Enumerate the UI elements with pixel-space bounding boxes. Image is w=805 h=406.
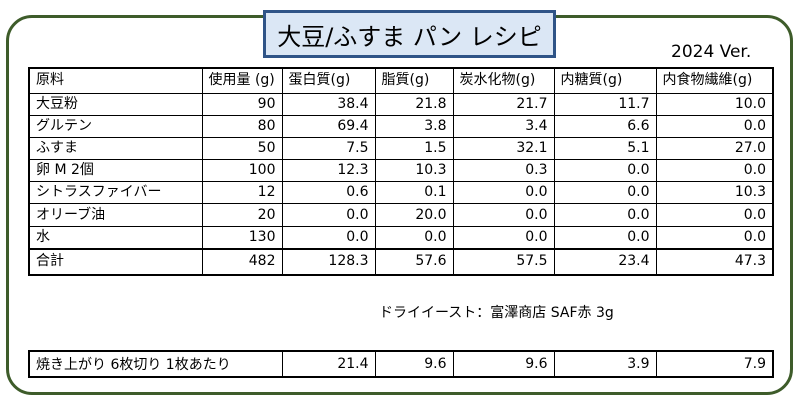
table-cell: 6.6 — [553, 114, 657, 138]
column-header: 内糖質(g) — [553, 67, 657, 94]
table-row: オリーブ油 20 0.0 20.0 0.0 0.0 0.0 — [28, 203, 774, 227]
table-cell: 7.5 — [281, 136, 376, 161]
table-cell: 11.7 — [553, 92, 657, 116]
table-cell: 0.0 — [553, 225, 657, 250]
total-cell: 23.4 — [553, 247, 657, 276]
table-header-row: 原料 使用量 (g) 蛋白質(g) 脂質(g) 炭水化物(g) 内糖質(g) 内… — [28, 67, 774, 94]
table-cell: 10.3 — [655, 181, 774, 205]
table-cell: 80 — [201, 114, 283, 138]
table-row: 水 130 0.0 0.0 0.0 0.0 0.0 — [28, 225, 774, 250]
total-row: 合計 482 128.3 57.6 57.5 23.4 47.3 — [28, 247, 774, 276]
table-cell: 0.0 — [553, 203, 657, 227]
table-row: シトラスファイバー 12 0.6 0.1 0.0 0.0 10.3 — [28, 181, 774, 205]
per-slice-cell: 21.4 — [281, 350, 376, 378]
table-cell: 0.1 — [374, 181, 454, 205]
table-cell: 10.0 — [655, 92, 774, 116]
total-cell: 47.3 — [655, 247, 774, 276]
table-cell: 0.0 — [655, 114, 774, 138]
column-header: 使用量 (g) — [201, 67, 283, 94]
table-cell: 21.8 — [374, 92, 454, 116]
table-cell: 69.4 — [281, 114, 376, 138]
table-row: 卵 M 2個 100 12.3 10.3 0.3 0.0 0.0 — [28, 159, 774, 183]
per-slice-cell: 3.9 — [553, 350, 657, 378]
per-slice-cell: 9.6 — [452, 350, 555, 378]
table-cell: 130 — [201, 225, 283, 250]
ingredient-name: オリーブ油 — [28, 203, 203, 227]
column-header: 内食物繊維(g) — [655, 67, 774, 94]
table-row: グルテン 80 69.4 3.8 3.4 6.6 0.0 — [28, 114, 774, 138]
table-cell: 10.3 — [374, 159, 454, 183]
page-title: 大豆/ふすま パン レシピ — [263, 10, 556, 58]
table-cell: 12 — [201, 181, 283, 205]
table-cell: 12.3 — [281, 159, 376, 183]
ingredient-name: ふすま — [28, 136, 203, 161]
table-cell: 0.0 — [553, 181, 657, 205]
table-cell: 0.0 — [655, 225, 774, 250]
per-slice-label: 焼き上がり 6枚切り 1枚あたり — [28, 350, 283, 378]
table-cell: 0.6 — [281, 181, 376, 205]
table-cell: 0.0 — [281, 225, 376, 250]
column-header: 炭水化物(g) — [452, 67, 555, 94]
table-cell: 32.1 — [452, 136, 555, 161]
total-label: 合計 — [28, 247, 203, 276]
table-cell: 1.5 — [374, 136, 454, 161]
table-cell: 20.0 — [374, 203, 454, 227]
total-cell: 57.5 — [452, 247, 555, 276]
column-header: 原料 — [28, 67, 203, 94]
table-cell: 0.0 — [281, 203, 376, 227]
nutrition-table: 原料 使用量 (g) 蛋白質(g) 脂質(g) 炭水化物(g) 内糖質(g) 内… — [28, 67, 774, 276]
table-cell: 3.4 — [452, 114, 555, 138]
per-slice-cell: 9.6 — [374, 350, 454, 378]
ingredient-name: 水 — [28, 225, 203, 250]
table-cell: 0.3 — [452, 159, 555, 183]
table-row: 大豆粉 90 38.4 21.8 21.7 11.7 10.0 — [28, 92, 774, 116]
table-cell: 0.0 — [452, 225, 555, 250]
per-slice-cell: 7.9 — [655, 350, 774, 378]
column-header: 蛋白質(g) — [281, 67, 376, 94]
total-cell: 57.6 — [374, 247, 454, 276]
table-row: ふすま 50 7.5 1.5 32.1 5.1 27.0 — [28, 136, 774, 161]
ingredient-name: 大豆粉 — [28, 92, 203, 116]
yeast-note: ドライイースト：富澤商店 SAF赤 3g — [379, 305, 614, 321]
ingredient-name: シトラスファイバー — [28, 181, 203, 205]
table-cell: 50 — [201, 136, 283, 161]
per-slice-table: 焼き上がり 6枚切り 1枚あたり 21.4 9.6 9.6 3.9 7.9 — [28, 350, 774, 378]
table-cell: 0.0 — [374, 225, 454, 250]
table-cell: 5.1 — [553, 136, 657, 161]
table-cell: 100 — [201, 159, 283, 183]
table-cell: 38.4 — [281, 92, 376, 116]
table-cell: 0.0 — [452, 181, 555, 205]
table-cell: 0.0 — [655, 203, 774, 227]
version-label: 2024 Ver. — [671, 42, 752, 62]
table-cell: 27.0 — [655, 136, 774, 161]
table-cell: 90 — [201, 92, 283, 116]
table-cell: 0.0 — [553, 159, 657, 183]
per-slice-row: 焼き上がり 6枚切り 1枚あたり 21.4 9.6 9.6 3.9 7.9 — [28, 350, 774, 378]
total-cell: 482 — [201, 247, 283, 276]
ingredient-name: グルテン — [28, 114, 203, 138]
table-cell: 20 — [201, 203, 283, 227]
table-cell: 0.0 — [452, 203, 555, 227]
table-cell: 21.7 — [452, 92, 555, 116]
ingredient-name: 卵 M 2個 — [28, 159, 203, 183]
table-cell: 3.8 — [374, 114, 454, 138]
table-cell: 0.0 — [655, 159, 774, 183]
total-cell: 128.3 — [281, 247, 376, 276]
column-header: 脂質(g) — [374, 67, 454, 94]
